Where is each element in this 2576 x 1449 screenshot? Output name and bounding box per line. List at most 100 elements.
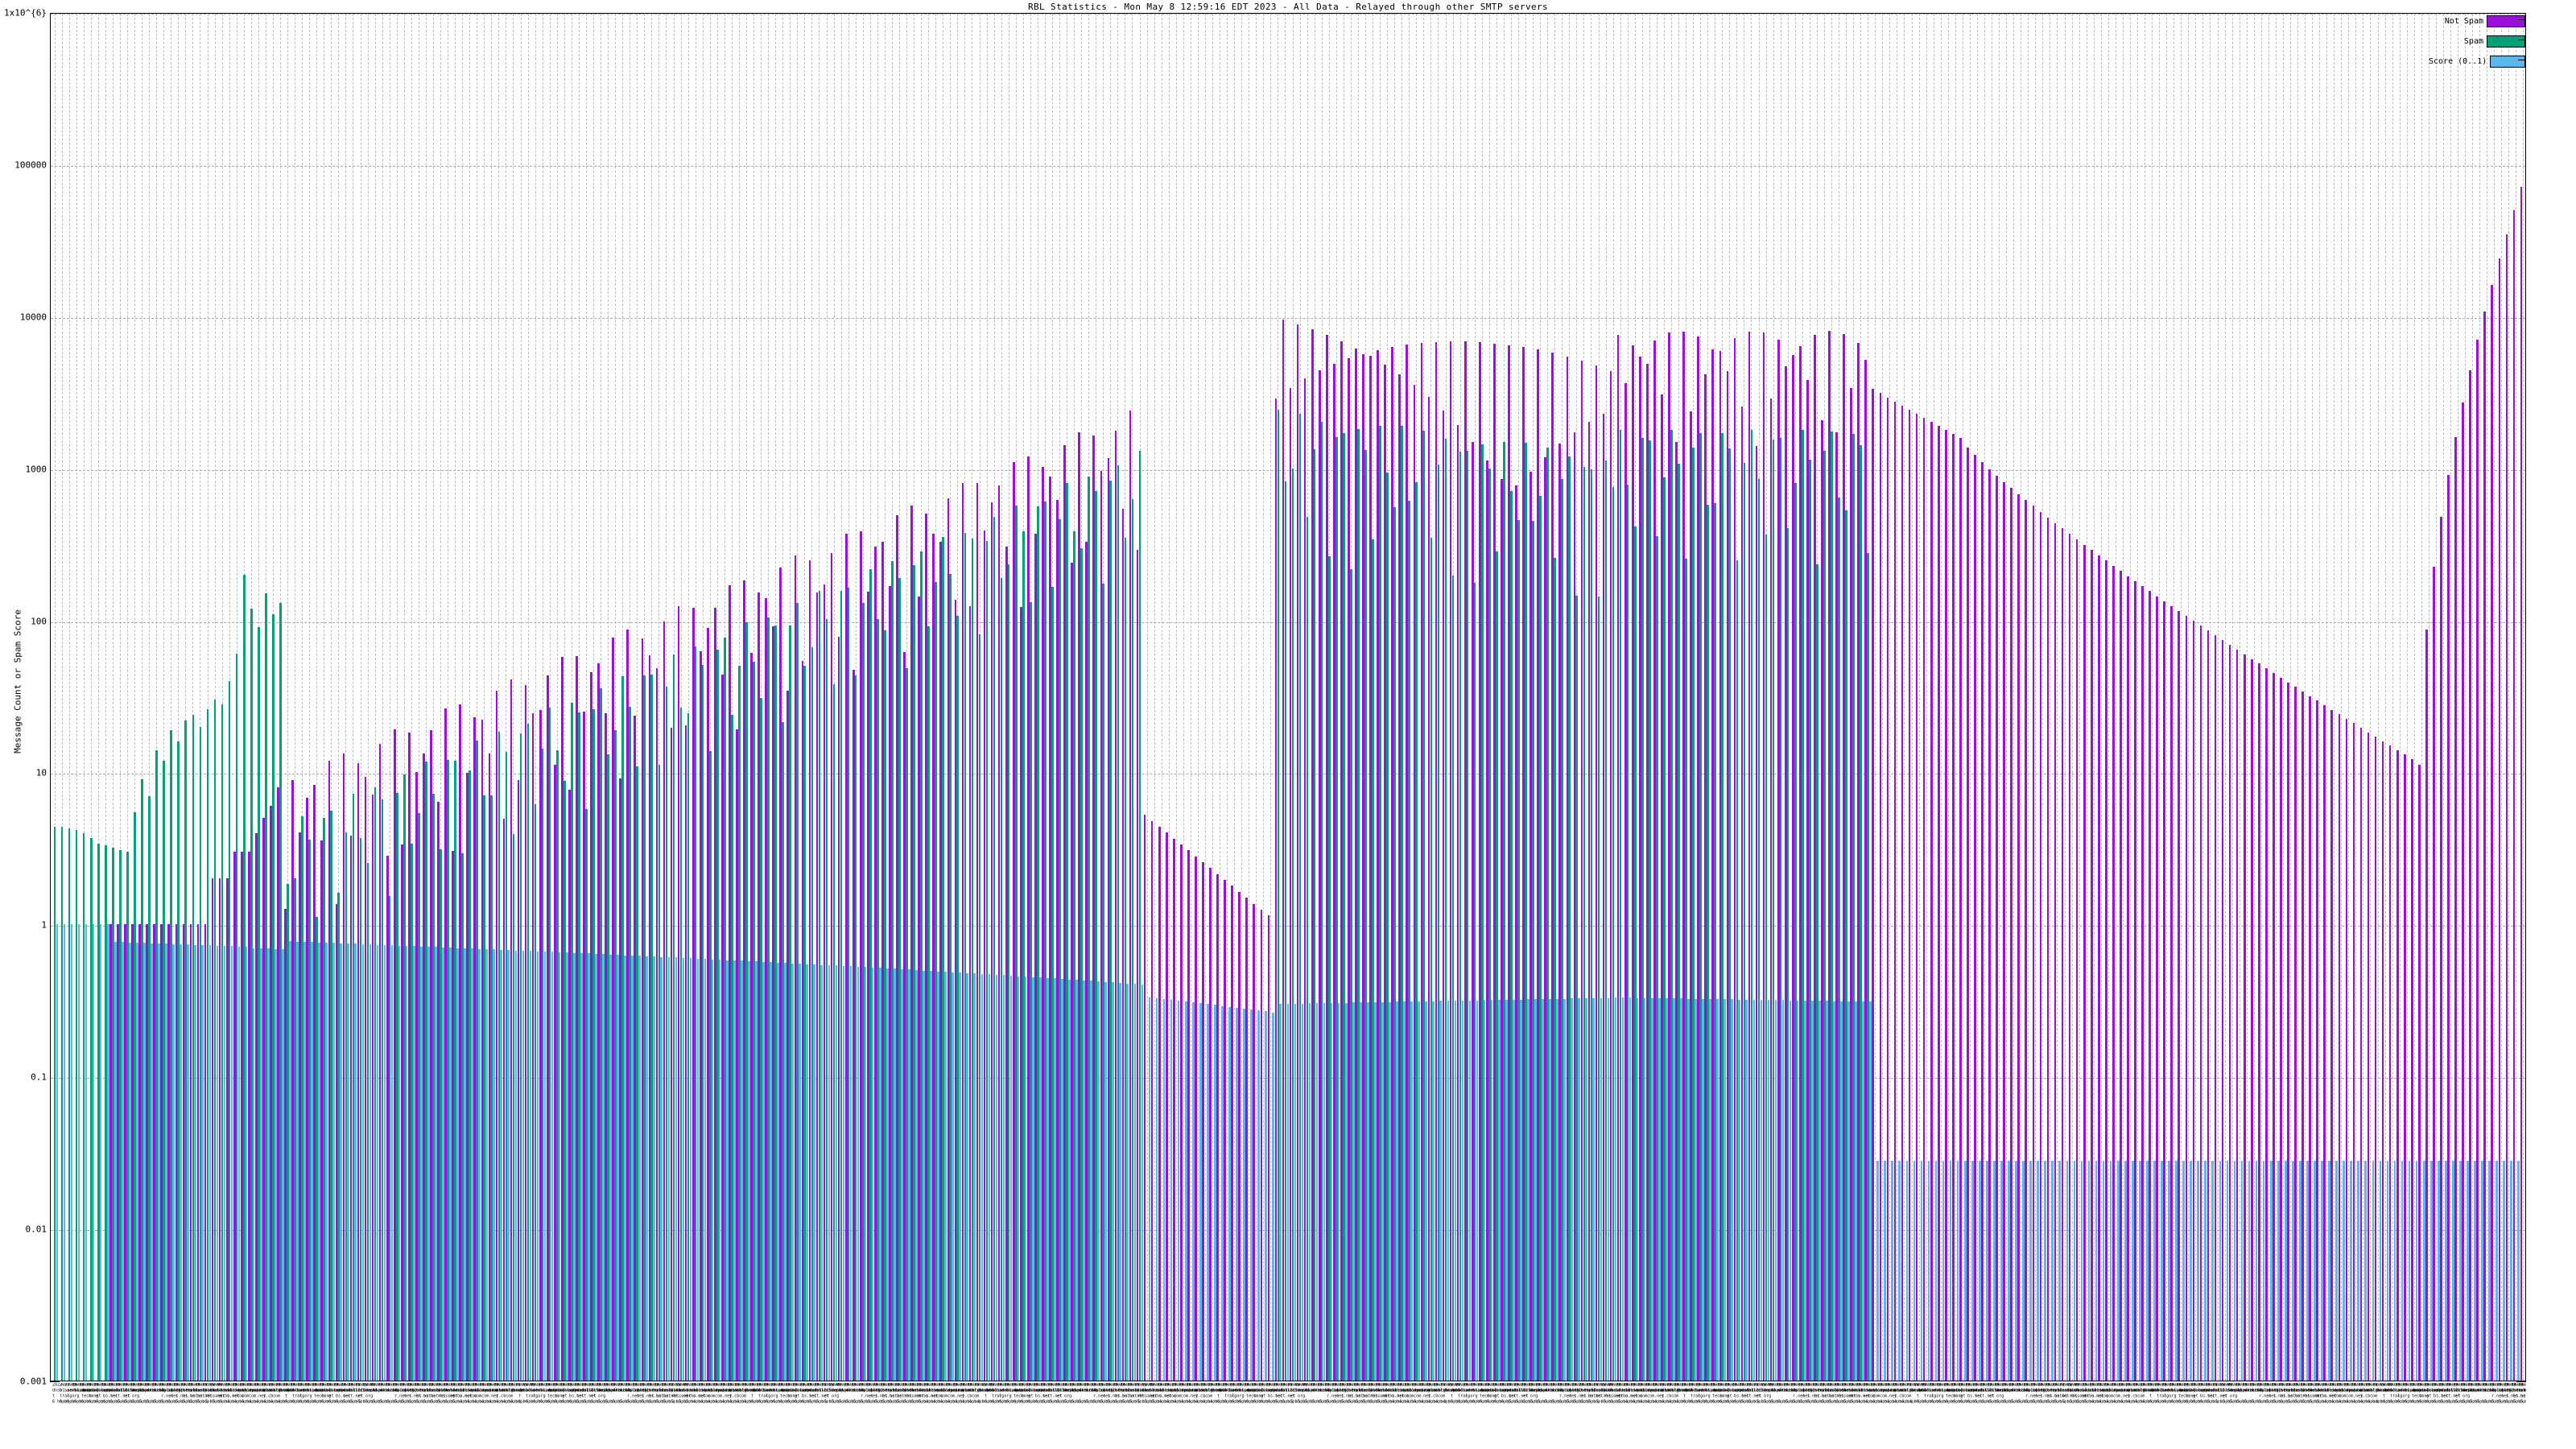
x-tick-label: t [1450, 1393, 1453, 1399]
bar [1592, 997, 1596, 1381]
x-tick-label: t [751, 1393, 754, 1399]
x-tick-label: ix.dnsbl.manit [1392, 1388, 1427, 1393]
x-tick-label: 4 hops [1392, 1399, 1407, 1405]
x-tick-label: r.net [1792, 1393, 1806, 1399]
x-tick-label: virus.rbl.jp [2484, 1388, 2515, 1393]
x-tick-label: dnsbl-1.ucepro [2178, 1388, 2214, 1393]
x-tick-label: 2023-05-06 [233, 1383, 259, 1388]
x-tick-label: 2023-05-06 [1829, 1383, 1854, 1388]
bar [2037, 1160, 2039, 1381]
x-tick-label: 5 hops [2513, 1399, 2526, 1405]
x-tick-label: 4 hops [277, 1399, 293, 1405]
x-tick-label: 2023-05-06 [365, 1383, 390, 1388]
bar [1556, 998, 1558, 1381]
x-tick-label: 2023-05-06 [1457, 1383, 1483, 1388]
x-tick-label: bs.net [2062, 1393, 2077, 1399]
bar [1022, 531, 1025, 1381]
bar [1352, 1002, 1355, 1381]
x-tick-label: 2023-05-06 [1748, 1383, 1774, 1388]
x-tick-label: 2023-05-06 [1938, 1383, 1963, 1388]
bar [1408, 501, 1411, 1381]
bar [818, 591, 821, 1381]
x-tick-label: 6 hops [2411, 1399, 2427, 1405]
x-tick-label: tral.org [525, 1393, 546, 1399]
bar [1707, 504, 1709, 1381]
x-tick-label: 5 hops [1311, 1399, 1327, 1405]
x-tick-label: cbl.abuseat.or [2193, 1388, 2228, 1393]
x-tick-label: http.dnsbl.sor [183, 1388, 218, 1393]
x-tick-label: 2023-05-06 [2499, 1383, 2524, 1388]
x-tick-label: 2023-05-06 [1930, 1383, 1956, 1388]
bar [2444, 1160, 2447, 1381]
bar [701, 665, 704, 1381]
x-tick-label: .com [1668, 1393, 1679, 1399]
x-tick-label: 2023-05-06 [124, 1383, 150, 1388]
bar [2262, 1160, 2265, 1381]
x-tick-label: 4 hops [1202, 1399, 1218, 1405]
x-tick-label: 2023-05-06 [1435, 1383, 1461, 1388]
x-tick-label: 2023-05-06 [634, 1383, 659, 1388]
bar [949, 574, 952, 1381]
legend-label: Spam [2463, 36, 2483, 46]
x-tick-label: ix.dnsbl.manit [460, 1388, 495, 1393]
x-tick-label: y.ch [1428, 1393, 1439, 1399]
bar [1449, 341, 1452, 1381]
x-tick-label: dnsbl.sorbs.ne [1916, 1388, 1951, 1393]
x-tick-label: 5 hops [1129, 1399, 1145, 1405]
bar [733, 960, 736, 1381]
bar [993, 516, 996, 1381]
x-tick-label: 2023-05-06 [2331, 1383, 2356, 1388]
x-tick-label: ix.dnsbl.manit [2324, 1388, 2359, 1393]
x-tick-label: 6 hops [292, 1399, 308, 1405]
bar [126, 852, 129, 1381]
x-tick-label: web.dnsbl.sorb [911, 1388, 947, 1393]
x-tick-label: 4 hops [233, 1399, 250, 1405]
bar [1282, 320, 1285, 1381]
x-tick-label: tect.net [1013, 1393, 1034, 1399]
bar [2379, 1160, 2382, 1381]
x-tick-label: dyna.spamrats. [1646, 1388, 1682, 1393]
bar [2306, 1160, 2309, 1381]
x-tick-label: 6 hops [1027, 1399, 1043, 1405]
x-tick-label: 5 hops [2499, 1399, 2514, 1405]
bar [954, 599, 957, 1381]
x-tick-label: bl.mailspike.n [124, 1388, 159, 1393]
bar [1913, 1160, 1916, 1381]
x-tick-label: t [52, 1393, 55, 1399]
bar [718, 960, 721, 1381]
bar [502, 818, 506, 1381]
x-tick-label: tral.org [2157, 1393, 2177, 1399]
bar [1986, 1160, 1988, 1381]
bar [1663, 477, 1666, 1381]
bar [2025, 500, 2028, 1381]
bar [247, 852, 250, 1381]
bar [2343, 1160, 2345, 1381]
bar [791, 963, 794, 1381]
x-tick-label: rg [1930, 1393, 1936, 1399]
x-tick-label: 6 hops [321, 1399, 336, 1405]
x-tick-label: bl.mailspike.n [2222, 1388, 2257, 1393]
x-tick-label: 2023-05-06 [867, 1383, 893, 1388]
x-tick-label: t [2382, 1393, 2385, 1399]
x-tick-label: 5 hops [1362, 1399, 1378, 1405]
x-tick-label: org [2462, 1393, 2471, 1399]
x-tick-label: 5 hops [1596, 1399, 1611, 1405]
x-tick-label: 2023-05-06 [139, 1383, 164, 1388]
x-tick-label: spamrbl.imp.ch [1538, 1388, 1573, 1393]
x-tick-label: 5 hops [109, 1399, 126, 1405]
x-tick-label: 6 hops [1698, 1399, 1713, 1405]
x-tick-label: tral.org [1690, 1393, 1711, 1399]
x-tick-label: 2023-05-06 [2477, 1383, 2502, 1388]
x-tick-label: 2023-05-06 [80, 1383, 106, 1388]
x-tick-label: 5 hops [1821, 1399, 1837, 1405]
bar [425, 762, 427, 1381]
bar [679, 707, 683, 1381]
x-tick-label: 2023-05-06 [525, 1383, 551, 1388]
bar [2437, 1160, 2440, 1381]
x-tick-label: 6 hops [984, 1399, 999, 1405]
bar [777, 962, 779, 1381]
bar [1320, 421, 1323, 1381]
bar [2226, 1160, 2229, 1381]
x-tick-label: 2023-05-06 [845, 1383, 871, 1388]
x-tick-label: bs.net [1348, 1393, 1364, 1399]
